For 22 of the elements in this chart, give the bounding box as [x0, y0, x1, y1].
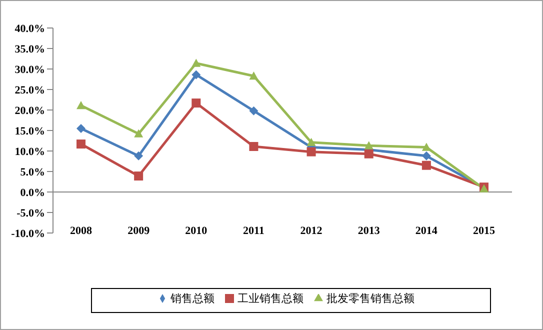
y-tick-label: 35.0% [14, 43, 45, 56]
y-tick-label: -5.0% [16, 207, 45, 220]
y-tick-label: 25.0% [14, 84, 45, 96]
legend-label: 批发零售销售总额 [326, 292, 414, 305]
y-tick-label: 40.0% [14, 22, 45, 35]
y-tick-label: 0.0% [20, 186, 45, 199]
y-tick-label: 15.0% [14, 125, 45, 138]
x-tick-label: 2012 [300, 225, 323, 237]
y-tick-label: 30.0% [14, 64, 45, 76]
legend-label: 工业销售总额 [238, 292, 304, 305]
y-tick-label: 20.0% [14, 104, 45, 117]
x-tick-label: 2008 [70, 225, 92, 237]
x-tick-label: 2010 [185, 225, 208, 237]
legend-label: 销售总额 [170, 292, 214, 305]
y-tick-label: -10.0% [11, 228, 45, 240]
x-tick-label: 2013 [358, 225, 380, 237]
x-tick-label: 2009 [128, 225, 150, 237]
y-tick-label: 10.0% [14, 146, 45, 158]
x-tick-label: 2014 [415, 225, 438, 237]
x-tick-label: 2011 [243, 225, 264, 237]
x-tick-label: 2015 [473, 225, 496, 237]
y-tick-label: 5.0% [20, 166, 45, 178]
